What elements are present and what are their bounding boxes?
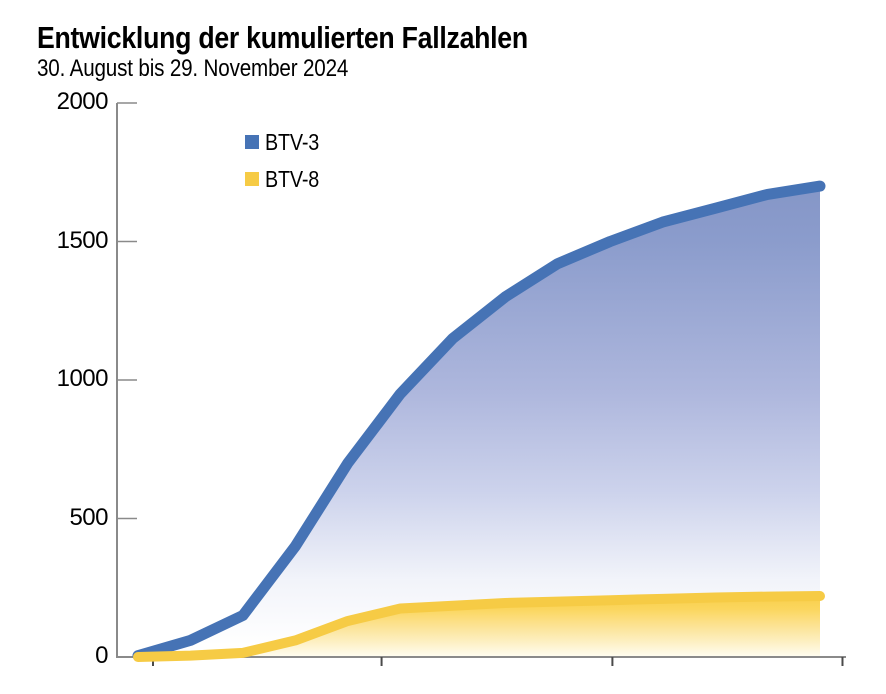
legend-label-btv3: BTV-3	[265, 128, 320, 155]
legend: BTV-3 BTV-8	[245, 130, 328, 204]
chart-subtitle: 30. August bis 29. November 2024	[37, 55, 349, 82]
y-axis-label: 2000	[56, 88, 109, 115]
chart-title: Entwicklung der kumulierten Fallzahlen	[37, 20, 528, 55]
btv3-line	[132, 180, 826, 662]
btv3-swatch-icon	[245, 135, 259, 149]
legend-item-btv3: BTV-3	[245, 130, 328, 154]
legend-label-btv8: BTV-8	[265, 165, 320, 192]
y-axis-label: 1000	[56, 365, 109, 392]
y-axis-label: 0	[95, 642, 108, 669]
y-axis-label: 1500	[56, 226, 109, 254]
y-axis-label: 500	[69, 503, 108, 531]
btv3-area	[138, 186, 820, 657]
legend-item-btv8: BTV-8	[245, 167, 328, 191]
btv8-swatch-icon	[245, 172, 259, 186]
btv8-area	[138, 596, 820, 657]
btv8-line	[133, 591, 825, 662]
